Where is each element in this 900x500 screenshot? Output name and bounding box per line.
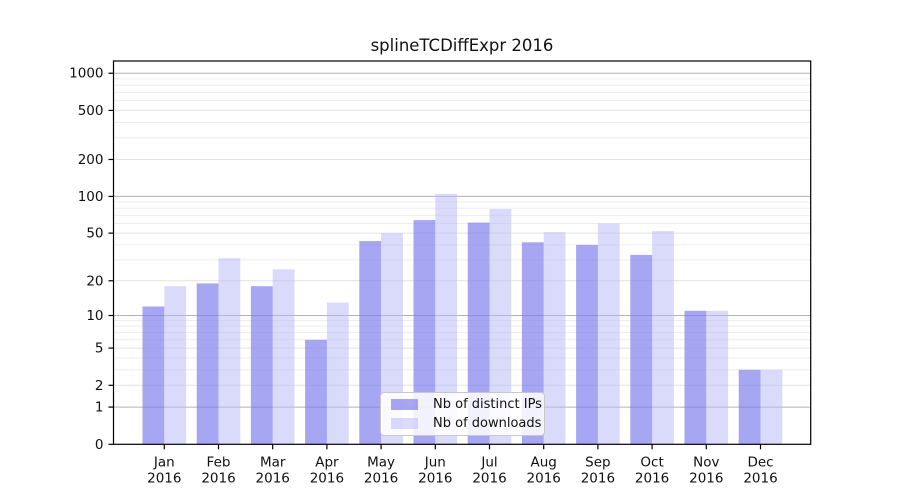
bar-distinct-ips-jul xyxy=(467,222,490,445)
bar-downloads-jul xyxy=(489,209,512,445)
y-tick-label: 1000 xyxy=(69,66,103,82)
legend-item-distinct-ips: Nb of distinct IPs xyxy=(389,398,542,412)
y-tick-label: 50 xyxy=(86,226,103,242)
y-tick-label: 500 xyxy=(78,103,104,119)
x-tick-label-month: Mar xyxy=(260,454,286,470)
bar-distinct-ips-apr xyxy=(305,339,327,445)
bar-distinct-ips-may xyxy=(359,241,382,445)
bar-distinct-ips-feb xyxy=(196,283,219,445)
x-tick-label-year: 2016 xyxy=(418,470,452,486)
x-tick-label-year: 2016 xyxy=(201,470,235,486)
x-tick-label-month: Aug xyxy=(531,454,557,470)
bar-distinct-ips-jun xyxy=(413,220,436,445)
bar-distinct-ips-dec xyxy=(738,369,761,445)
bar-downloads-jan xyxy=(164,286,187,445)
x-tick-label-year: 2016 xyxy=(527,470,561,486)
plot-border xyxy=(112,60,812,445)
bar-downloads-sep xyxy=(597,223,620,445)
x-tick-label-year: 2016 xyxy=(364,470,398,486)
y-tick-label: 100 xyxy=(78,189,104,205)
y-tick-label: 20 xyxy=(86,273,103,289)
bar-distinct-ips-nov xyxy=(684,310,707,445)
x-tick-label-month: Jun xyxy=(424,454,446,470)
x-tick-label-month: Oct xyxy=(640,454,663,470)
x-tick-label-month: Apr xyxy=(315,454,339,470)
x-tick-label-year: 2016 xyxy=(472,470,506,486)
legend: Nb of distinct IPs Nb of downloads xyxy=(380,392,545,436)
bar-downloads-nov xyxy=(706,310,729,445)
bar-downloads-mar xyxy=(272,269,295,445)
x-tick-label-year: 2016 xyxy=(581,470,615,486)
bar-distinct-ips-mar xyxy=(250,286,273,445)
bar-downloads-apr xyxy=(326,302,349,445)
x-tick-label-month: May xyxy=(367,454,395,470)
x-tick-label-year: 2016 xyxy=(147,470,181,486)
bar-downloads-oct xyxy=(652,231,674,445)
x-tick-label-month: Feb xyxy=(207,454,231,470)
legend-swatch-downloads-icon xyxy=(391,418,418,429)
bar-distinct-ips-sep xyxy=(576,244,598,445)
x-tick-label-month: Jul xyxy=(480,454,497,470)
bar-downloads-aug xyxy=(543,232,566,445)
x-tick-label-year: 2016 xyxy=(310,470,344,486)
bar-distinct-ips-oct xyxy=(630,254,653,445)
bar-downloads-dec xyxy=(760,369,783,445)
x-tick-label-year: 2016 xyxy=(256,470,290,486)
x-tick-label-month: Nov xyxy=(693,454,719,470)
x-tick-label-month: Sep xyxy=(585,454,610,470)
x-tick-label-year: 2016 xyxy=(743,470,777,486)
y-tick-label: 1 xyxy=(95,400,104,416)
x-tick-label-month: Jan xyxy=(153,454,175,470)
legend-item-downloads: Nb of downloads xyxy=(389,417,541,431)
y-tick-label: 0 xyxy=(95,437,104,453)
legend-swatch-distinct-ips-icon xyxy=(391,399,418,410)
chart-title: splineTCDiffExpr 2016 xyxy=(370,36,554,55)
y-tick-label: 5 xyxy=(95,341,104,357)
bar-downloads-jun xyxy=(435,193,458,445)
bar-downloads-may xyxy=(381,233,403,445)
x-tick-label-month: Dec xyxy=(747,454,773,470)
bar-downloads-feb xyxy=(218,258,241,445)
x-tick-label-year: 2016 xyxy=(635,470,669,486)
y-tick-label: 2 xyxy=(95,378,104,394)
legend-label-distinct-ips: Nb of distinct IPs xyxy=(433,397,542,412)
bar-distinct-ips-jan xyxy=(142,306,165,445)
y-tick-label: 200 xyxy=(78,152,104,168)
x-tick-label-year: 2016 xyxy=(689,470,723,486)
y-tick-label: 10 xyxy=(86,308,103,324)
legend-label-downloads: Nb of downloads xyxy=(433,416,542,431)
